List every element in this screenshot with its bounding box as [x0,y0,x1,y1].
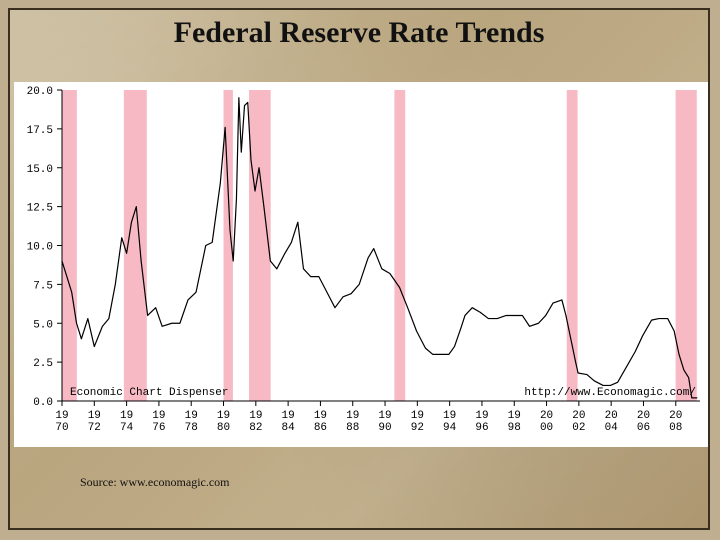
svg-text:Economic Chart Dispenser: Economic Chart Dispenser [70,387,228,399]
svg-text:19: 19 [249,410,262,422]
svg-text:19: 19 [152,410,165,422]
svg-text:http://www.Economagic.com/: http://www.Economagic.com/ [524,387,696,399]
svg-text:20: 20 [637,410,650,422]
svg-text:19: 19 [475,410,488,422]
source-text: Source: www.economagic.com [80,475,230,490]
svg-text:10.0: 10.0 [27,242,53,254]
chart-container: 0.02.55.07.510.012.515.017.520.019701972… [14,82,708,447]
svg-text:19: 19 [443,410,456,422]
svg-text:84: 84 [282,422,296,434]
svg-text:08: 08 [669,422,682,434]
svg-text:72: 72 [88,422,101,434]
svg-text:19: 19 [185,410,198,422]
svg-text:94: 94 [443,422,457,434]
svg-text:20: 20 [572,410,585,422]
svg-text:02: 02 [572,422,585,434]
svg-text:04: 04 [605,422,619,434]
svg-text:76: 76 [152,422,165,434]
svg-text:17.5: 17.5 [27,125,53,137]
svg-text:86: 86 [314,422,327,434]
svg-text:19: 19 [88,410,101,422]
svg-text:20.0: 20.0 [27,86,53,98]
svg-text:80: 80 [217,422,230,434]
svg-text:82: 82 [249,422,262,434]
svg-text:19: 19 [55,410,68,422]
svg-text:19: 19 [411,410,424,422]
slide-frame: Federal Reserve Rate Trends 0.0 2.5 5.0 7.5… [8,8,710,530]
svg-text:96: 96 [475,422,488,434]
svg-text:19: 19 [314,410,327,422]
page-title: Federal Reserve Rate Trends [10,16,708,50]
svg-text:20: 20 [540,410,553,422]
svg-text:19: 19 [217,410,230,422]
svg-text:90: 90 [378,422,391,434]
svg-text:2.5: 2.5 [33,358,53,370]
svg-text:19: 19 [346,410,359,422]
svg-text:00: 00 [540,422,553,434]
svg-text:19: 19 [120,410,133,422]
svg-text:15.0: 15.0 [27,164,53,176]
svg-text:0.0: 0.0 [33,397,53,409]
svg-text:92: 92 [411,422,424,434]
svg-text:74: 74 [120,422,134,434]
svg-text:19: 19 [378,410,391,422]
svg-text:98: 98 [508,422,521,434]
svg-text:7.5: 7.5 [33,280,53,292]
svg-text:20: 20 [669,410,682,422]
svg-text:06: 06 [637,422,650,434]
svg-text:5.0: 5.0 [33,319,53,331]
svg-text:70: 70 [55,422,68,434]
svg-text:88: 88 [346,422,359,434]
svg-text:19: 19 [508,410,521,422]
rate-chart: 0.02.55.07.510.012.515.017.520.019701972… [14,82,708,447]
svg-text:12.5: 12.5 [27,203,53,215]
svg-text:78: 78 [185,422,198,434]
svg-text:20: 20 [605,410,618,422]
svg-text:19: 19 [282,410,295,422]
